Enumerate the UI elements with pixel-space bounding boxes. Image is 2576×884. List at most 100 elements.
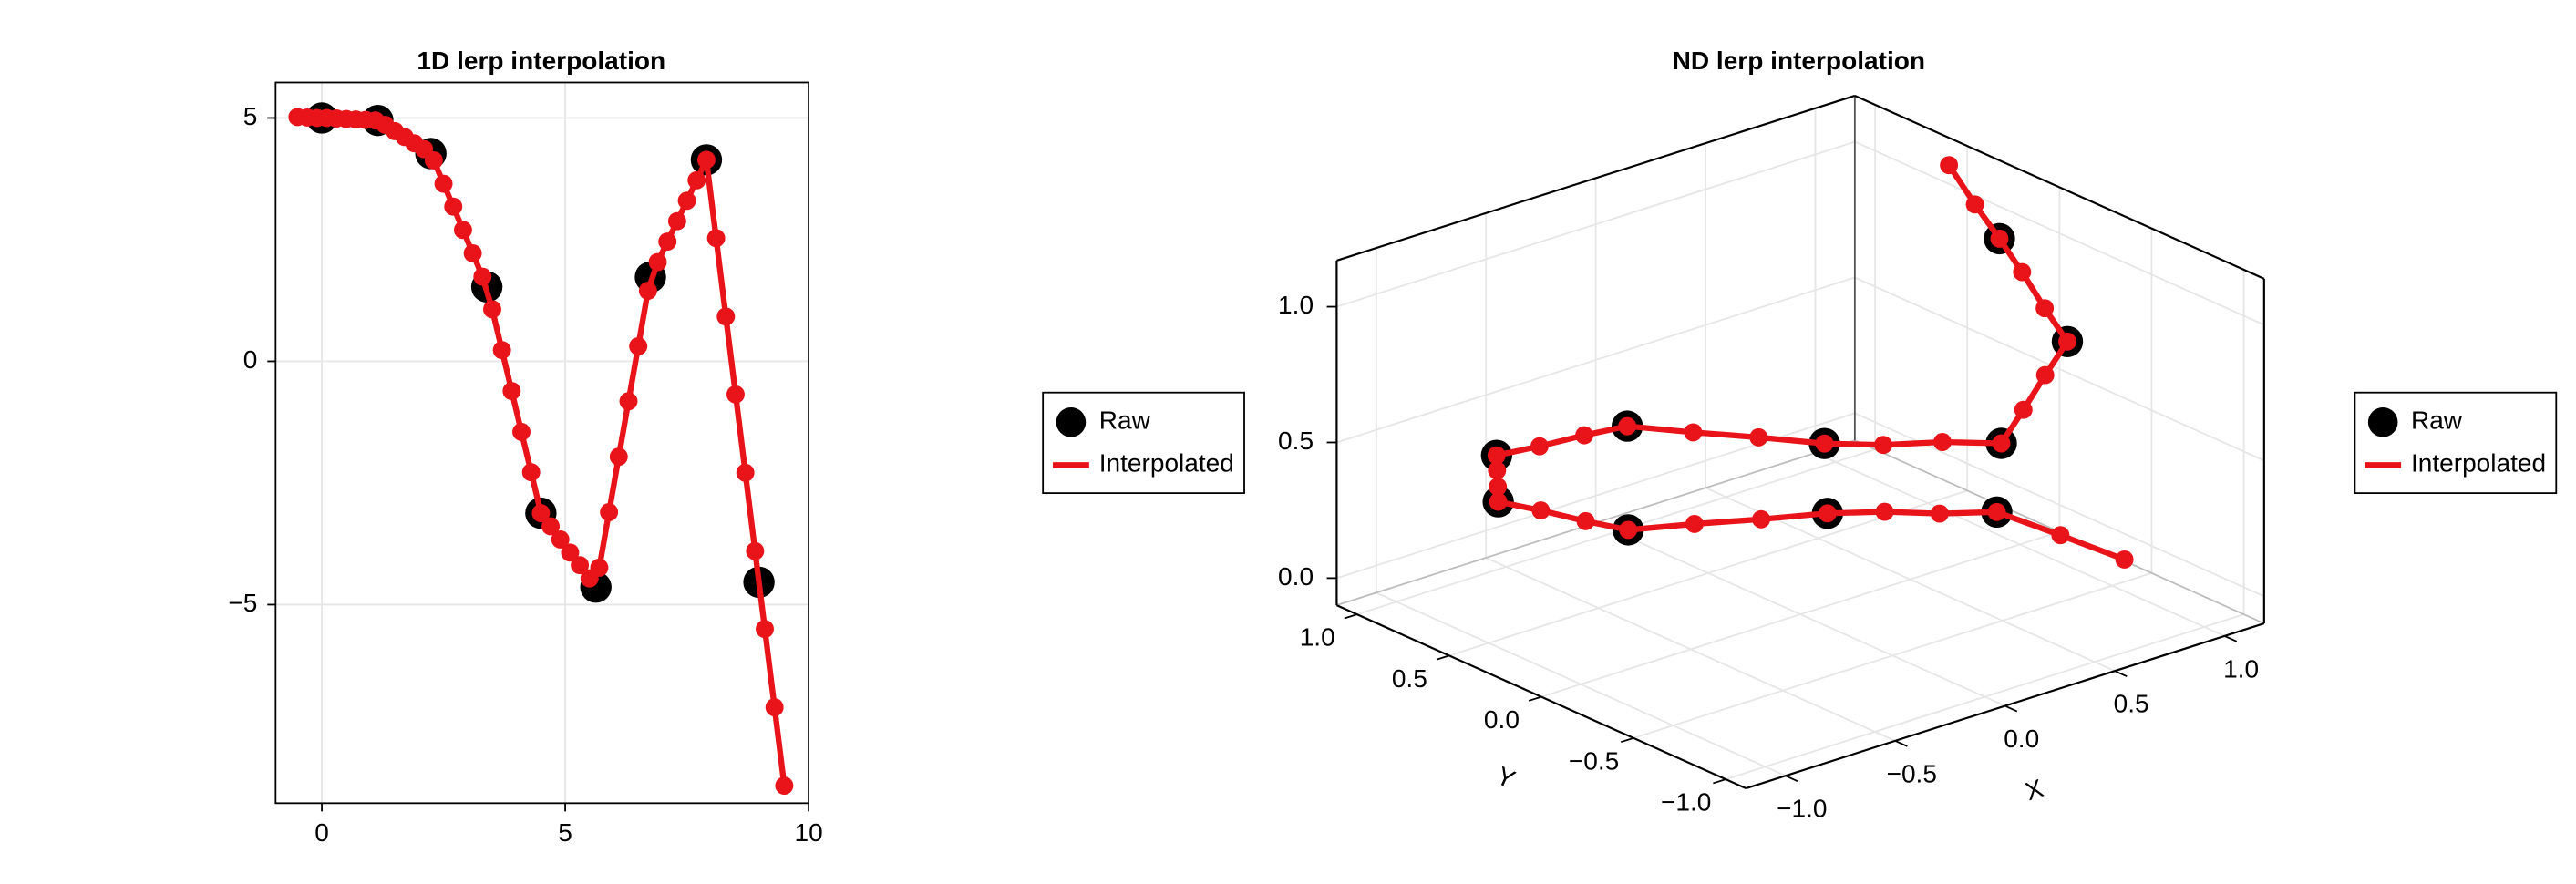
- data-point: [1489, 492, 1508, 511]
- y-axis-label: Y: [1492, 761, 1520, 794]
- data-point: [1933, 433, 1952, 451]
- grid-line: [1336, 140, 1856, 308]
- y-tick-label: 1.0: [1300, 623, 1335, 652]
- data-point: [667, 211, 686, 231]
- x-tick: [1785, 775, 1798, 783]
- box-edge: [1336, 94, 1856, 262]
- data-point: [1990, 229, 2009, 248]
- data-point: [629, 336, 648, 355]
- data-point: [1965, 195, 1984, 214]
- data-point: [473, 267, 492, 286]
- x-tick: [2224, 635, 2238, 642]
- data-point: [1531, 501, 1551, 520]
- data-point: [1684, 423, 1703, 442]
- data-point: [726, 385, 745, 404]
- x-tick-label: 0.0: [2004, 725, 2039, 753]
- data-point: [1818, 504, 1837, 523]
- data-point: [1815, 434, 1834, 453]
- data-point: [2051, 526, 2070, 545]
- data-point: [1992, 434, 2011, 453]
- data-point: [434, 174, 453, 193]
- data-point: [756, 620, 774, 639]
- data-point: [483, 300, 501, 319]
- x-tick-label: −0.5: [1887, 759, 1937, 787]
- data-point: [571, 556, 590, 575]
- data-point: [502, 382, 521, 400]
- data-point: [2115, 550, 2134, 569]
- x-tick-label: 0: [314, 818, 329, 847]
- legend-label: Interpolated: [1099, 449, 1234, 478]
- data-point: [1619, 520, 1638, 540]
- data-point: [775, 776, 794, 796]
- data-point: [706, 229, 726, 248]
- box-edge: [1854, 94, 2265, 280]
- data-point: [716, 307, 736, 326]
- data-point: [521, 463, 541, 482]
- data-point: [551, 529, 570, 549]
- y-tick-label: 0: [243, 345, 258, 374]
- grid-line: [1336, 276, 1856, 444]
- legend-marker: [1056, 406, 1087, 437]
- grid-line: [1540, 530, 2060, 698]
- data-point: [638, 282, 657, 300]
- grid-line: [1854, 276, 2265, 462]
- x-tick-label: 10: [794, 818, 822, 847]
- grid-line: [1633, 572, 2152, 739]
- grid-line: [1725, 613, 2244, 780]
- data-point: [561, 543, 580, 562]
- data-point: [1618, 416, 1637, 436]
- data-point: [2035, 365, 2055, 385]
- data-point: [444, 197, 463, 216]
- x-tick: [2004, 704, 2018, 713]
- x-tick: [1894, 740, 1908, 747]
- data-point: [424, 150, 443, 170]
- y-tick: [1528, 695, 1542, 702]
- x-tick-label: 0.5: [2114, 690, 2149, 718]
- legend-label: Raw: [2411, 406, 2463, 435]
- x-tick-label: −1.0: [1777, 795, 1827, 823]
- x-tick-label: 5: [558, 818, 572, 847]
- z-tick-label: 0.0: [1278, 562, 1314, 591]
- data-point: [619, 392, 638, 411]
- data-point: [2058, 332, 2076, 351]
- grid-line: [1854, 140, 2265, 326]
- y-tick-label: −5: [228, 589, 257, 617]
- y-tick-label: −1.0: [1661, 788, 1711, 817]
- legend-label: Raw: [1099, 406, 1151, 435]
- legend-marker: [2367, 406, 2398, 437]
- y-tick: [1713, 778, 1726, 785]
- y-tick-label: 5: [243, 102, 258, 130]
- data-point: [658, 232, 677, 252]
- data-point: [696, 150, 716, 170]
- data-point: [765, 698, 784, 717]
- data-point: [1752, 509, 1771, 529]
- x-tick: [2114, 670, 2128, 678]
- data-point: [1749, 427, 1768, 447]
- data-point: [531, 504, 551, 523]
- data-point: [1685, 514, 1704, 533]
- data-point: [590, 558, 609, 577]
- y-tick-label: −0.5: [1569, 746, 1619, 775]
- z-tick-label: 0.5: [1278, 427, 1314, 455]
- data-point: [1488, 461, 1507, 480]
- data-point: [2013, 262, 2032, 282]
- data-point: [677, 191, 696, 211]
- data-point: [1575, 426, 1594, 445]
- data-point: [648, 252, 667, 272]
- data-point: [463, 243, 482, 262]
- chart-title: 1D lerp interpolation: [417, 46, 665, 75]
- data-point: [541, 517, 561, 536]
- data-point: [609, 447, 628, 467]
- chart-title: ND lerp interpolation: [1673, 46, 1925, 75]
- data-point: [1487, 446, 1506, 465]
- data-point: [736, 463, 755, 482]
- y-tick-label: 0.5: [1392, 664, 1427, 693]
- data-point: [1874, 436, 1892, 455]
- data-point: [1940, 156, 1959, 175]
- data-point: [492, 341, 511, 360]
- data-point: [600, 503, 619, 521]
- data-point: [1987, 502, 2006, 521]
- y-tick: [1344, 613, 1357, 620]
- series-line: [297, 114, 788, 786]
